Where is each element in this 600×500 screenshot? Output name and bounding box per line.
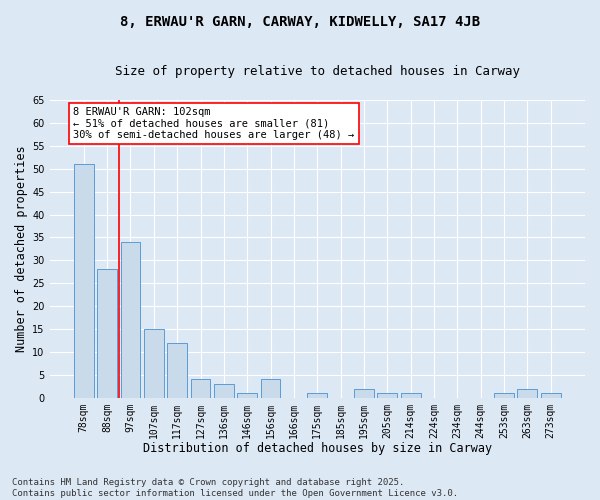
X-axis label: Distribution of detached houses by size in Carway: Distribution of detached houses by size … <box>143 442 492 455</box>
Text: 8 ERWAU'R GARN: 102sqm
← 51% of detached houses are smaller (81)
30% of semi-det: 8 ERWAU'R GARN: 102sqm ← 51% of detached… <box>73 107 355 140</box>
Bar <box>401 393 421 398</box>
Title: Size of property relative to detached houses in Carway: Size of property relative to detached ho… <box>115 65 520 78</box>
Bar <box>354 388 374 398</box>
Bar <box>191 380 211 398</box>
Bar <box>167 343 187 398</box>
Bar <box>517 388 538 398</box>
Bar <box>144 329 164 398</box>
Bar <box>214 384 234 398</box>
Bar <box>377 393 397 398</box>
Text: 8, ERWAU'R GARN, CARWAY, KIDWELLY, SA17 4JB: 8, ERWAU'R GARN, CARWAY, KIDWELLY, SA17 … <box>120 15 480 29</box>
Bar <box>494 393 514 398</box>
Bar <box>541 393 560 398</box>
Bar <box>260 380 280 398</box>
Bar <box>237 393 257 398</box>
Bar <box>307 393 327 398</box>
Y-axis label: Number of detached properties: Number of detached properties <box>15 146 28 352</box>
Bar <box>97 270 117 398</box>
Text: Contains HM Land Registry data © Crown copyright and database right 2025.
Contai: Contains HM Land Registry data © Crown c… <box>12 478 458 498</box>
Bar <box>121 242 140 398</box>
Bar <box>74 164 94 398</box>
